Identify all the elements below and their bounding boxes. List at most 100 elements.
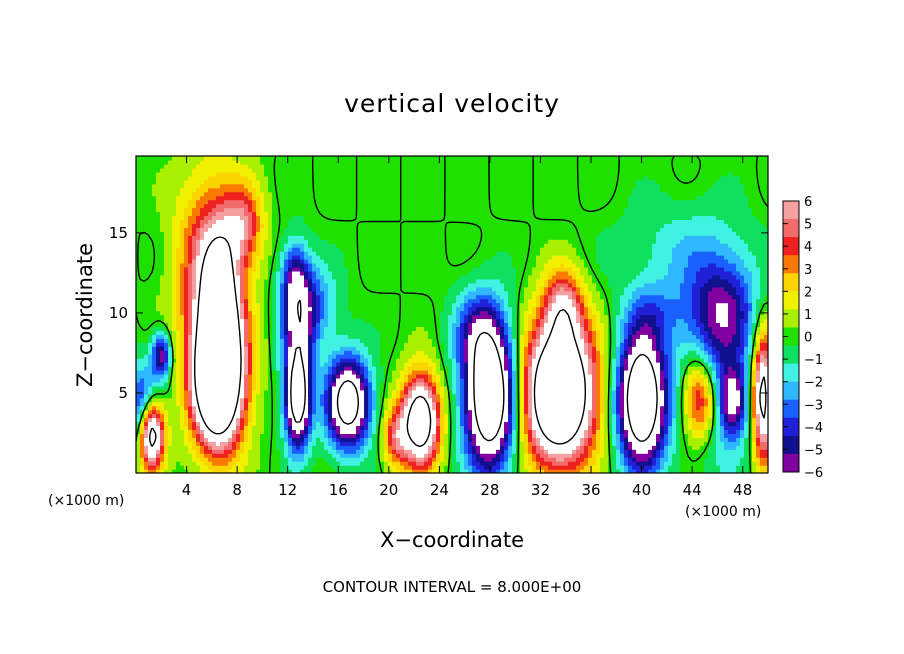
heat-cell: [740, 369, 745, 375]
heat-cell: [660, 381, 665, 387]
heat-cell: [696, 362, 701, 367]
heat-cell: [480, 425, 485, 431]
heat-cell: [672, 437, 677, 442]
heat-cell: [632, 469, 637, 473]
heat-cell: [684, 350, 689, 355]
heat-cell: [756, 401, 761, 407]
heat-cell: [400, 445, 405, 450]
heat-cell: [584, 354, 589, 359]
heat-cell: [532, 373, 537, 379]
heat-cell: [720, 461, 725, 466]
heat-cell: [324, 381, 329, 387]
heat-cell: [480, 461, 485, 466]
heat-cell: [504, 449, 509, 454]
heat-cell: [228, 346, 233, 351]
heat-cell: [616, 417, 621, 423]
heat-cell: [472, 413, 477, 419]
heat-cell: [216, 389, 221, 395]
heat-cell: [604, 354, 609, 359]
heat-cell: [744, 433, 749, 438]
heat-cell: [324, 397, 329, 403]
heat-cell: [632, 350, 637, 355]
heat-cell: [492, 381, 497, 387]
heat-cell: [440, 441, 445, 446]
heat-cell: [764, 433, 768, 438]
heat-cell: [660, 369, 665, 375]
heat-cell: [608, 421, 613, 427]
heat-cell: [392, 397, 397, 403]
heat-cell: [692, 441, 697, 446]
heat-cell: [200, 429, 205, 434]
heat-cell: [580, 397, 585, 403]
heat-cell: [468, 429, 473, 434]
heat-cell: [144, 429, 149, 434]
heat-cell: [316, 413, 321, 419]
heat-cell: [296, 457, 301, 462]
heat-cell: [524, 413, 529, 419]
heat-cell: [740, 377, 745, 383]
heat-cell: [332, 461, 337, 466]
heat-cell: [156, 449, 161, 454]
heat-cell: [740, 433, 745, 438]
heat-cell: [404, 445, 409, 450]
heat-cell: [704, 393, 709, 399]
heat-cell: [556, 449, 561, 454]
heat-cell: [188, 377, 193, 383]
heat-cell: [352, 350, 357, 355]
heat-cell: [264, 377, 269, 383]
heat-cell: [636, 461, 641, 466]
heat-cell: [716, 417, 721, 423]
heat-cell: [364, 354, 369, 359]
heat-cell: [232, 393, 237, 399]
heat-cell: [396, 465, 401, 470]
heat-cell: [760, 445, 765, 450]
heat-cell: [136, 362, 141, 367]
heat-cell: [408, 393, 413, 399]
heat-cell: [532, 405, 537, 411]
heat-cell: [648, 413, 653, 419]
heat-cell: [604, 433, 609, 438]
heat-cell: [336, 346, 341, 351]
heat-cell: [180, 461, 185, 466]
heat-cell: [264, 373, 269, 379]
heat-cell: [320, 433, 325, 438]
heat-cell: [508, 389, 513, 395]
heat-cell: [424, 362, 429, 367]
heat-cell: [552, 441, 557, 446]
heat-cell: [296, 465, 301, 470]
heat-cell: [204, 469, 209, 473]
heat-cell: [508, 421, 513, 427]
heat-cell: [604, 373, 609, 379]
heat-cell: [328, 346, 333, 351]
heat-cell: [656, 389, 661, 395]
heat-cell: [140, 397, 145, 403]
heat-cell: [400, 429, 405, 434]
heat-cell: [308, 385, 313, 391]
heat-cell: [192, 461, 197, 466]
heat-cell: [732, 433, 737, 438]
heat-cell: [740, 358, 745, 363]
heat-cell: [560, 437, 565, 442]
heat-cell: [200, 381, 205, 387]
heat-cell: [744, 393, 749, 399]
heat-cell: [688, 413, 693, 419]
heat-cell: [592, 449, 597, 454]
heat-cell: [348, 385, 353, 391]
heat-cell: [720, 413, 725, 419]
heat-cell: [320, 453, 325, 458]
heat-cell: [420, 389, 425, 395]
heat-cell: [216, 409, 221, 415]
heat-cell: [240, 377, 245, 383]
heat-cell: [332, 465, 337, 470]
heat-cell: [488, 366, 493, 371]
heat-cell: [392, 385, 397, 391]
heat-cell: [656, 417, 661, 423]
heat-cell: [556, 453, 561, 458]
heat-cell: [624, 350, 629, 355]
heat-cell: [728, 425, 733, 431]
heat-cell: [136, 461, 141, 466]
heat-cell: [272, 457, 277, 462]
heat-cell: [256, 429, 261, 434]
heat-cell: [644, 358, 649, 363]
